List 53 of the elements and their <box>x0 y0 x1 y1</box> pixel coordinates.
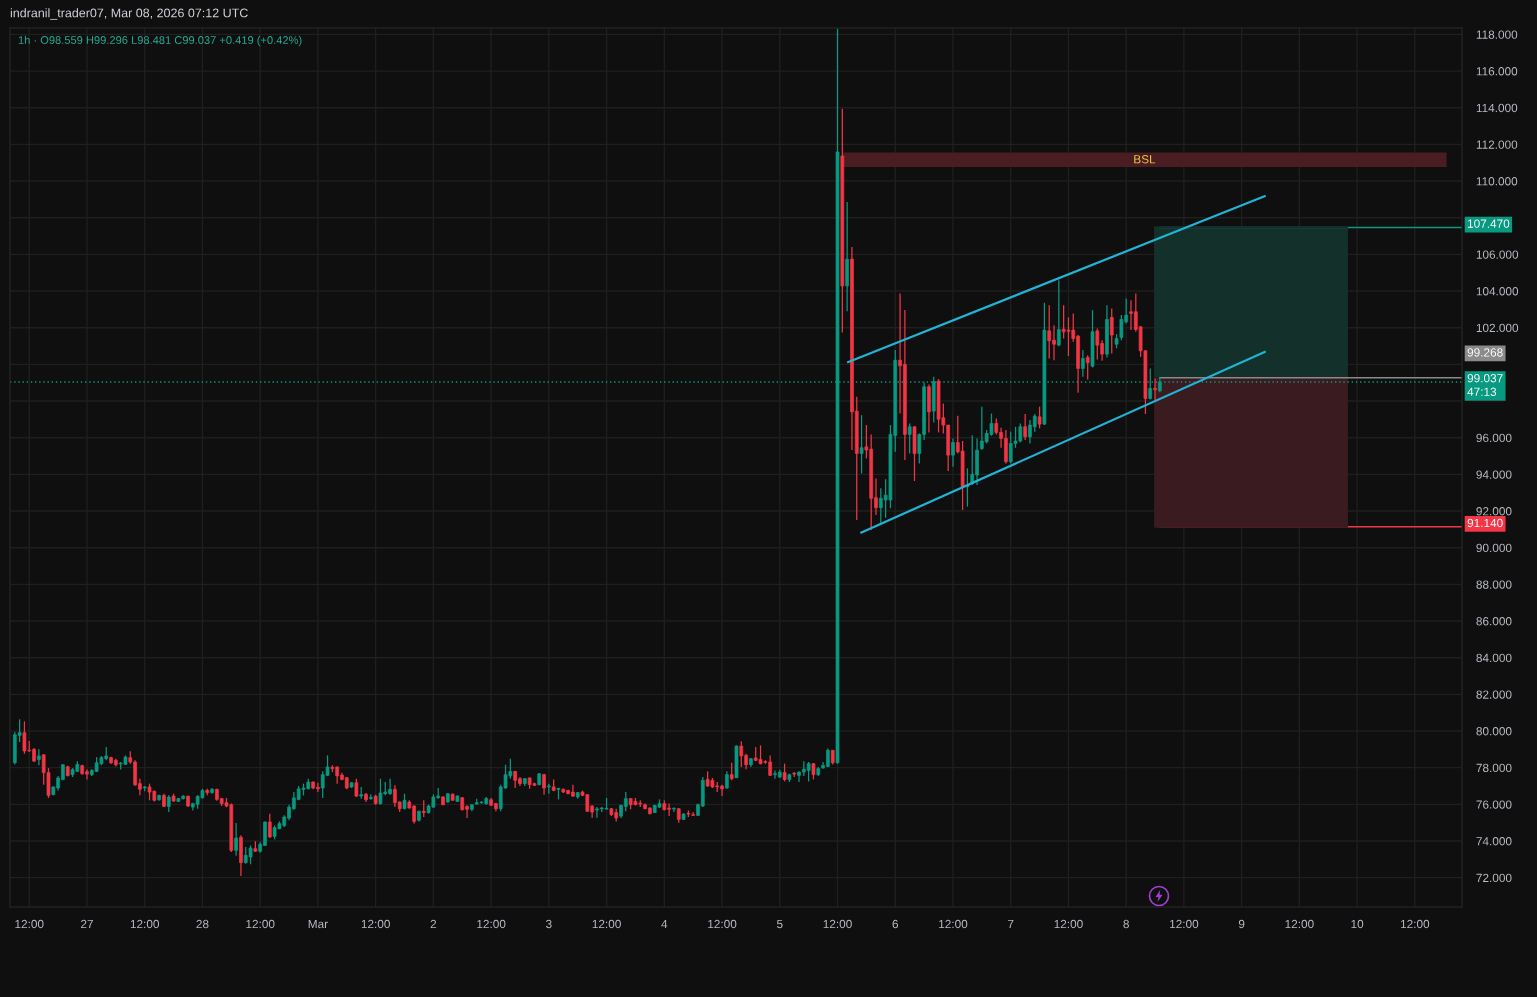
y-tick-label: 86.000 <box>1476 617 1512 626</box>
x-tick-label: 6 <box>892 919 899 929</box>
x-tick-label: 12:00 <box>1400 919 1430 929</box>
x-tick-label: 12:00 <box>1285 919 1314 929</box>
x-tick-label: 2 <box>430 919 437 929</box>
x-tick-label: 27 <box>81 919 93 929</box>
x-tick-label: 12:00 <box>130 919 160 929</box>
y-tick-label: 116.000 <box>1476 67 1518 76</box>
ref-line-label: 107.470 <box>1467 219 1510 228</box>
ref-line-label: 91.140 <box>1467 518 1503 528</box>
y-tick-label: 92.000 <box>1476 507 1512 516</box>
x-tick-label: 7 <box>1008 919 1014 929</box>
x-tick-label: 10 <box>1351 919 1364 929</box>
y-tick-label: 88.000 <box>1476 580 1512 589</box>
x-tick-label: 12:00 <box>592 919 621 929</box>
x-tick-label: 12:00 <box>1170 919 1199 929</box>
x-tick-label: 12:00 <box>939 919 968 929</box>
series-label: BSL <box>1134 155 1156 164</box>
y-tick-label: 76.000 <box>1476 800 1512 809</box>
x-tick-label: 12:00 <box>246 919 275 929</box>
x-tick-label: 12:00 <box>1054 919 1083 929</box>
x-tick-label: 12:00 <box>15 919 44 929</box>
y-tick-label: 82.000 <box>1476 690 1512 699</box>
x-tick-label: 12:00 <box>708 919 737 929</box>
ref-line-label: 99.268 <box>1467 348 1503 357</box>
x-tick-label: 5 <box>776 919 783 929</box>
y-tick-label: 118.000 <box>1476 30 1518 39</box>
x-tick-label: 28 <box>196 919 209 929</box>
x-tick-label: Mar <box>308 919 328 929</box>
text: 1h · O98.559 H99.296 L98.481 C99.037 +0.419 (+0.42%) <box>18 35 302 47</box>
y-tick-label: 74.000 <box>1476 837 1512 846</box>
y-tick-label: 112.000 <box>1476 140 1518 149</box>
x-tick-label: 8 <box>1123 919 1129 929</box>
y-tick-label: 94.000 <box>1476 470 1512 479</box>
y-tick-label: 72.000 <box>1476 873 1512 883</box>
ref-line-label: 99.037 47:13 <box>1467 374 1503 396</box>
x-tick-label: 3 <box>546 919 552 929</box>
y-tick-label: 102.000 <box>1476 323 1519 333</box>
x-tick-label: 12:00 <box>361 919 390 929</box>
x-tick-label: 4 <box>661 919 668 929</box>
y-tick-label: 106.000 <box>1476 250 1519 259</box>
chart-title: indranil_trader07, Mar 08, 2026 07:12 UTC <box>10 8 248 20</box>
y-tick-label: 104.000 <box>1476 287 1519 296</box>
x-tick-label: 12:00 <box>823 919 852 929</box>
y-tick-label: 84.000 <box>1476 653 1512 663</box>
y-tick-label: 90.000 <box>1476 543 1512 553</box>
y-tick-label: 80.000 <box>1476 727 1512 736</box>
y-tick-label: 96.000 <box>1476 433 1512 443</box>
y-tick-label: 114.000 <box>1476 103 1518 113</box>
x-tick-label: 9 <box>1238 919 1245 929</box>
x-tick-label: 12:00 <box>477 919 506 929</box>
y-tick-label: 78.000 <box>1476 763 1512 773</box>
y-tick-label: 110.000 <box>1476 177 1518 186</box>
